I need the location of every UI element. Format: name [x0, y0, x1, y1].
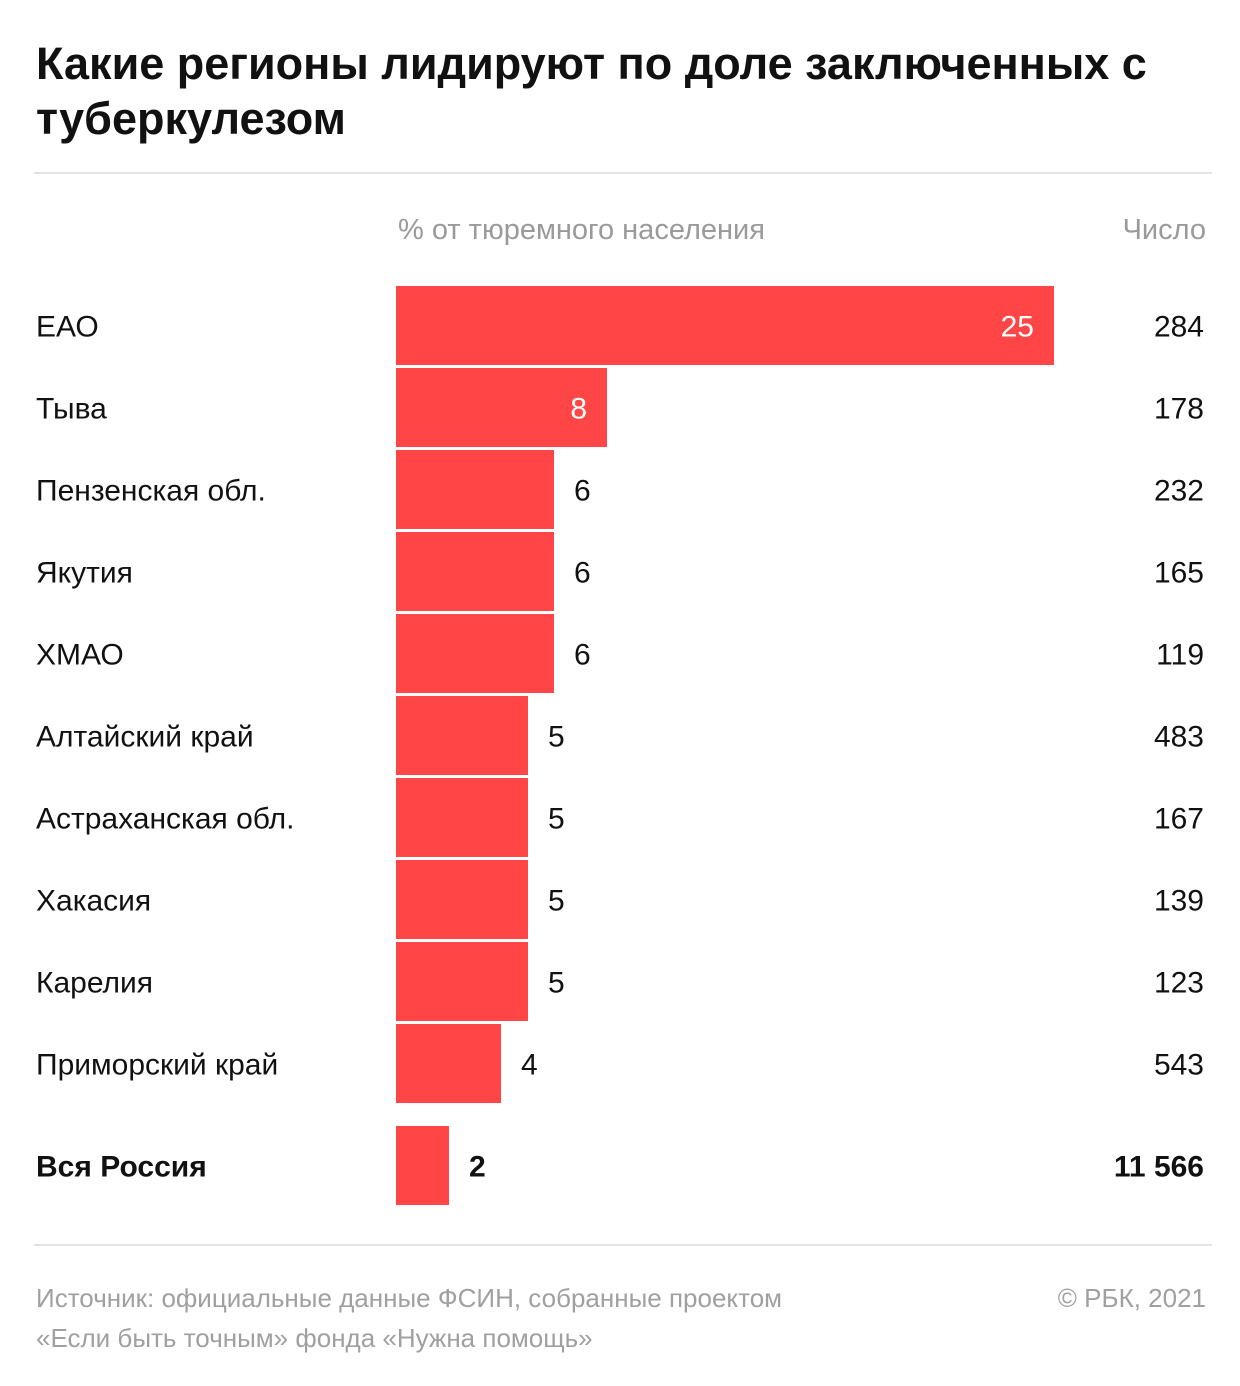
bar-1 — [396, 368, 607, 447]
count-column-header: Число — [1122, 214, 1206, 246]
bar-6 — [396, 778, 528, 857]
value-label-7: 5 — [548, 885, 565, 918]
category-label-2: Пензенская обл. — [36, 475, 266, 508]
count-label-3: 165 — [1154, 557, 1204, 590]
value-label-5: 5 — [548, 721, 565, 754]
bar-2 — [396, 450, 554, 529]
count-label-0: 284 — [1154, 311, 1204, 344]
category-label-9: Приморский край — [36, 1049, 278, 1082]
category-label-total: Вся Россия — [36, 1151, 207, 1184]
bar-7 — [396, 860, 528, 939]
count-label-6: 167 — [1154, 803, 1204, 836]
top-divider — [34, 172, 1212, 174]
value-label-9: 4 — [521, 1049, 538, 1082]
category-label-4: ХМАО — [36, 639, 124, 672]
value-label-0: 25 — [1001, 311, 1034, 344]
category-label-5: Алтайский край — [36, 721, 254, 754]
category-label-6: Астраханская обл. — [36, 803, 294, 836]
category-label-3: Якутия — [36, 557, 133, 590]
percent-column-header: % от тюремного населения — [398, 214, 765, 246]
bar-9 — [396, 1024, 501, 1103]
count-label-total: 11 566 — [1114, 1151, 1204, 1184]
value-label-total: 2 — [469, 1151, 486, 1184]
count-label-1: 178 — [1154, 393, 1204, 426]
value-label-4: 6 — [574, 639, 591, 672]
category-label-1: Тыва — [36, 393, 107, 426]
bar-4 — [396, 614, 554, 693]
category-label-0: ЕАО — [36, 311, 99, 344]
bar-3 — [396, 532, 554, 611]
chart-title: Какие регионы лидируют по доле заключенн… — [36, 38, 1147, 144]
count-label-9: 543 — [1154, 1049, 1204, 1082]
value-label-1: 8 — [570, 393, 587, 426]
copyright: © РБК, 2021 — [1057, 1283, 1206, 1313]
count-label-8: 123 — [1154, 967, 1204, 1000]
count-label-2: 232 — [1154, 475, 1204, 508]
source-line-2: «Если быть точным» фонда «Нужна помощь» — [36, 1323, 593, 1353]
bar-5 — [396, 696, 528, 775]
value-label-2: 6 — [574, 475, 591, 508]
category-label-7: Хакасия — [36, 885, 151, 918]
source-note: Источник: официальные данные ФСИН, собра… — [36, 1278, 936, 1358]
bar-8 — [396, 942, 528, 1021]
count-label-7: 139 — [1154, 885, 1204, 918]
value-label-6: 5 — [548, 803, 565, 836]
count-label-5: 483 — [1154, 721, 1204, 754]
count-label-4: 119 — [1156, 639, 1204, 672]
bar-total — [396, 1126, 449, 1205]
bar-0 — [396, 286, 1054, 365]
bottom-divider — [34, 1244, 1212, 1246]
value-label-8: 5 — [548, 967, 565, 1000]
category-label-8: Карелия — [36, 967, 153, 1000]
source-line-1: Источник: официальные данные ФСИН, собра… — [36, 1283, 783, 1313]
value-label-3: 6 — [574, 557, 591, 590]
